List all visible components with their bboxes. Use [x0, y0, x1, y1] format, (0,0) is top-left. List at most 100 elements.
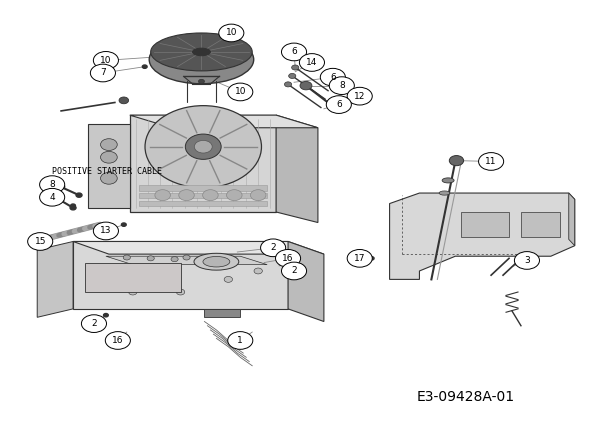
Polygon shape: [130, 115, 318, 128]
Circle shape: [101, 151, 117, 163]
Circle shape: [40, 176, 65, 193]
Circle shape: [155, 190, 170, 201]
Text: POSITIVE STARTER CABLE: POSITIVE STARTER CABLE: [52, 167, 162, 176]
Ellipse shape: [439, 191, 450, 195]
Circle shape: [224, 276, 233, 282]
Text: 12: 12: [354, 92, 365, 100]
Circle shape: [449, 156, 464, 166]
Text: 11: 11: [485, 157, 497, 166]
Ellipse shape: [442, 178, 454, 183]
Polygon shape: [88, 123, 130, 208]
Text: 4: 4: [49, 193, 55, 202]
Text: 2: 2: [91, 319, 97, 328]
Circle shape: [292, 65, 299, 70]
Circle shape: [176, 289, 185, 295]
Polygon shape: [37, 242, 73, 317]
Circle shape: [289, 73, 296, 78]
Ellipse shape: [149, 35, 254, 84]
Polygon shape: [276, 115, 318, 223]
Text: 2: 2: [291, 266, 297, 276]
Polygon shape: [85, 262, 181, 292]
Circle shape: [128, 289, 137, 295]
Polygon shape: [139, 201, 267, 206]
Ellipse shape: [194, 253, 239, 270]
Polygon shape: [521, 212, 560, 237]
Text: 3: 3: [524, 256, 530, 265]
Circle shape: [347, 87, 372, 105]
Ellipse shape: [193, 48, 211, 56]
Circle shape: [28, 233, 53, 250]
Circle shape: [94, 51, 118, 69]
Circle shape: [101, 173, 117, 184]
Circle shape: [142, 65, 147, 68]
Circle shape: [250, 190, 266, 201]
Circle shape: [228, 332, 253, 349]
Circle shape: [179, 190, 194, 201]
Polygon shape: [130, 115, 276, 212]
Circle shape: [326, 96, 352, 114]
Circle shape: [185, 134, 221, 159]
Circle shape: [194, 140, 212, 153]
Circle shape: [82, 315, 107, 332]
Circle shape: [91, 64, 115, 82]
Circle shape: [479, 153, 503, 170]
Text: 15: 15: [34, 237, 46, 246]
Text: 7: 7: [100, 69, 106, 78]
Polygon shape: [139, 185, 267, 190]
Circle shape: [219, 24, 244, 42]
Text: 6: 6: [336, 100, 341, 109]
Circle shape: [94, 222, 118, 240]
Circle shape: [40, 188, 65, 206]
Circle shape: [260, 239, 286, 257]
Circle shape: [347, 249, 372, 267]
Circle shape: [254, 268, 262, 274]
Circle shape: [106, 332, 130, 349]
Circle shape: [70, 206, 76, 210]
Circle shape: [284, 82, 292, 87]
Circle shape: [211, 44, 216, 47]
Circle shape: [121, 223, 126, 226]
Circle shape: [123, 255, 130, 260]
Polygon shape: [73, 242, 324, 254]
Circle shape: [228, 83, 253, 101]
Circle shape: [281, 262, 307, 280]
Text: 16: 16: [112, 336, 124, 345]
Polygon shape: [139, 193, 267, 198]
Circle shape: [211, 79, 216, 82]
Text: 8: 8: [339, 81, 344, 90]
Text: 8: 8: [49, 180, 55, 189]
Polygon shape: [288, 242, 324, 321]
Text: E3-09428A-01: E3-09428A-01: [416, 391, 515, 404]
Circle shape: [183, 255, 190, 260]
Text: 10: 10: [226, 28, 237, 37]
Circle shape: [147, 256, 154, 261]
Circle shape: [76, 193, 82, 197]
Circle shape: [153, 55, 158, 59]
Circle shape: [171, 257, 178, 262]
Ellipse shape: [38, 236, 49, 244]
Ellipse shape: [203, 257, 230, 267]
Polygon shape: [569, 193, 575, 245]
Text: 16: 16: [283, 254, 294, 263]
Polygon shape: [205, 309, 240, 317]
Polygon shape: [106, 256, 267, 265]
Text: 10: 10: [100, 56, 112, 65]
Polygon shape: [389, 193, 575, 279]
Polygon shape: [461, 212, 509, 237]
Circle shape: [227, 190, 242, 201]
Circle shape: [101, 139, 117, 151]
Circle shape: [60, 185, 65, 188]
Ellipse shape: [145, 106, 262, 188]
Text: 1: 1: [238, 336, 243, 345]
Circle shape: [119, 97, 128, 104]
Circle shape: [104, 313, 108, 317]
Circle shape: [299, 53, 325, 71]
Circle shape: [71, 204, 76, 207]
Circle shape: [329, 77, 355, 95]
Circle shape: [275, 249, 301, 267]
Text: 14: 14: [306, 58, 317, 67]
Text: 2: 2: [271, 243, 276, 252]
Text: 10: 10: [235, 87, 246, 96]
Text: 13: 13: [100, 226, 112, 235]
Circle shape: [281, 43, 307, 61]
